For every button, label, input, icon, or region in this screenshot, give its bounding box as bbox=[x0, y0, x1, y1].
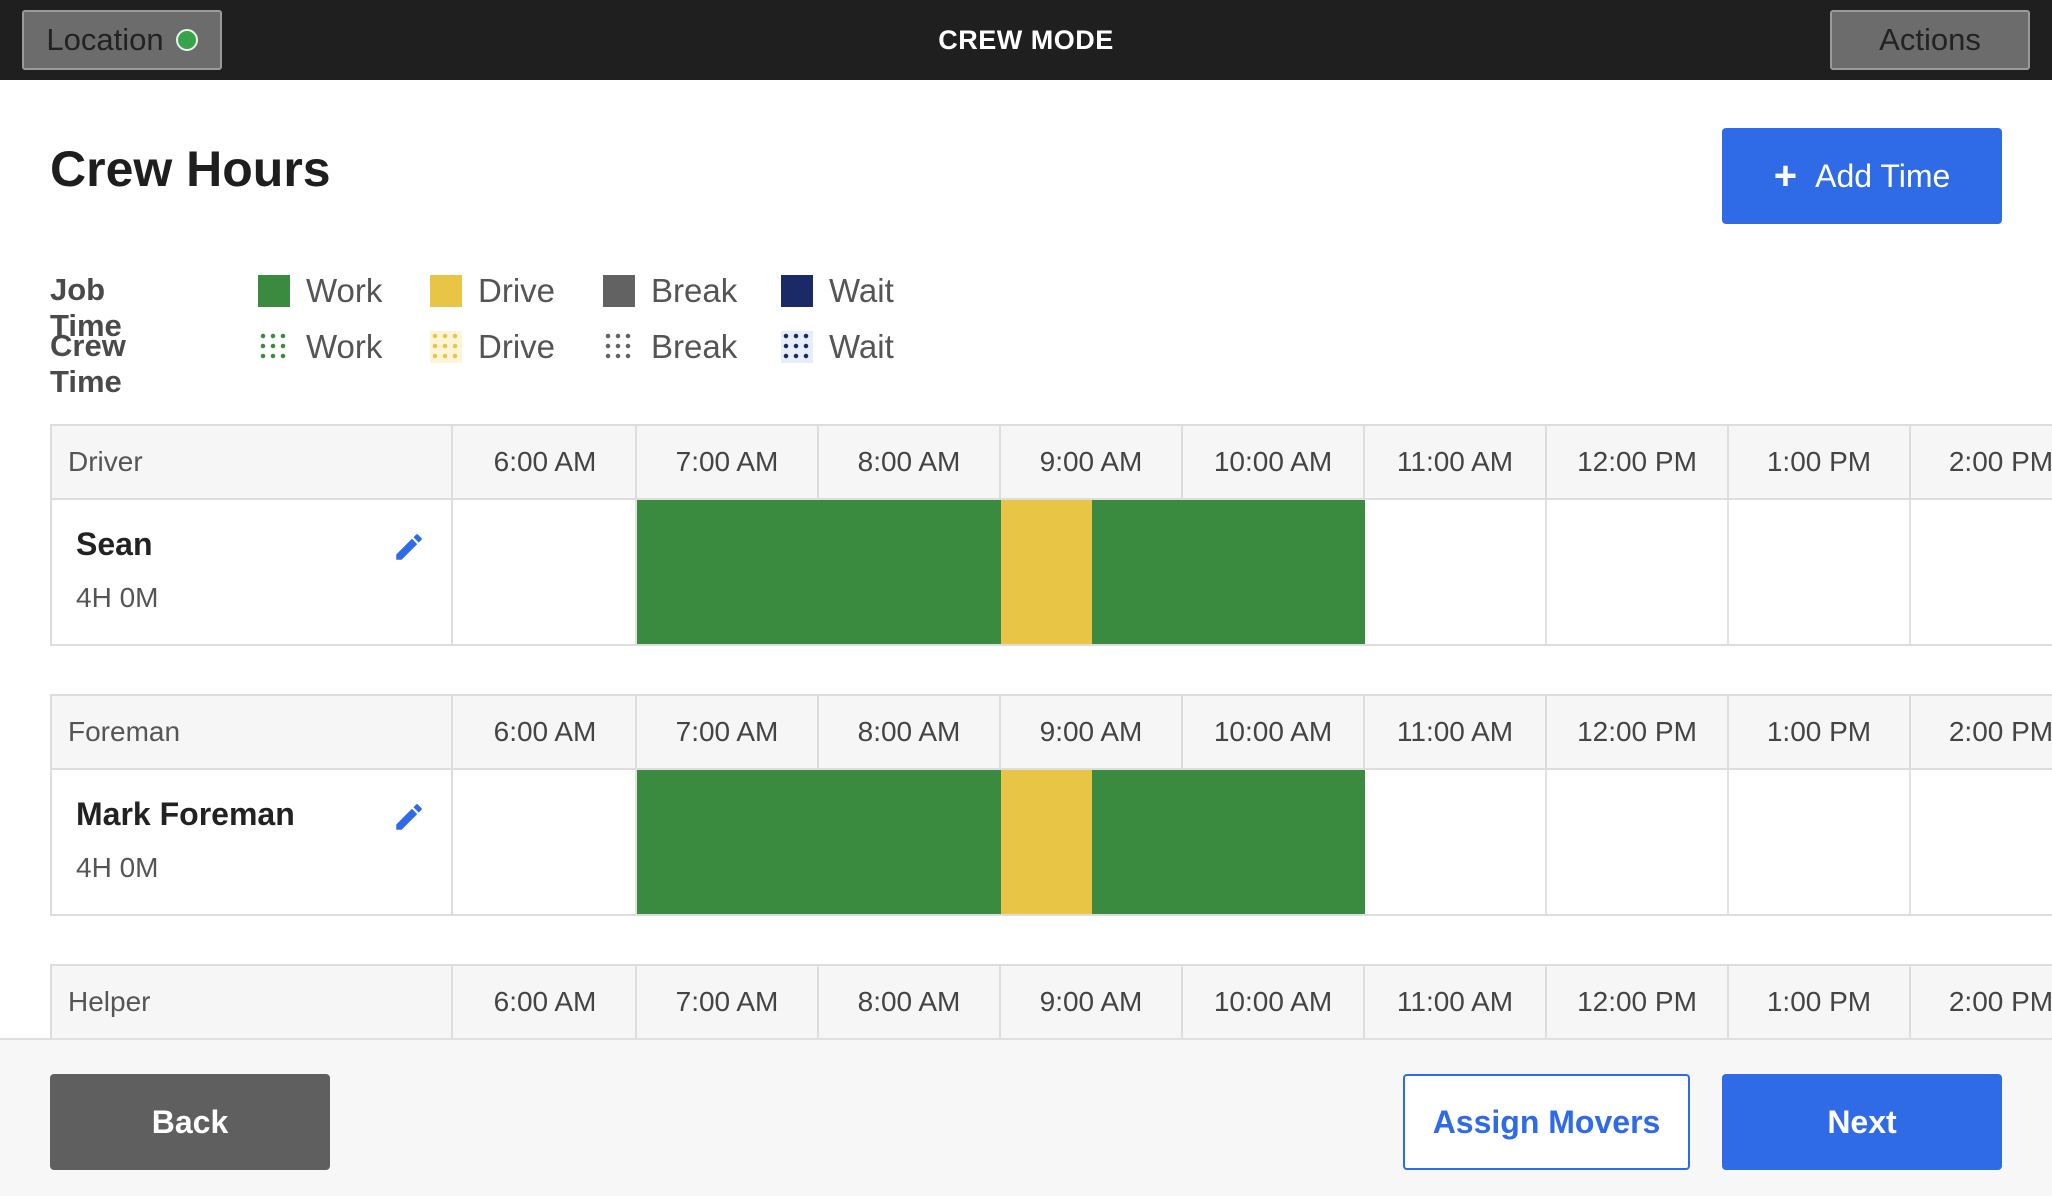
drive-dotted-swatch-icon bbox=[430, 331, 462, 363]
time-column-header: 6:00 AM bbox=[455, 966, 637, 1038]
time-slot-cell bbox=[1911, 500, 2052, 644]
work-dotted-swatch-icon bbox=[258, 331, 290, 363]
time-column-header: 1:00 PM bbox=[1729, 696, 1911, 768]
time-column-header: 12:00 PM bbox=[1547, 966, 1729, 1038]
time-column-header: 2:00 PM bbox=[1911, 696, 2052, 768]
crew-grid-2: Helper 6:00 AM 7:00 AM 8:00 AM 9:00 AM 10:00 … bbox=[50, 964, 2052, 1044]
wait-dotted-swatch-icon bbox=[781, 331, 813, 363]
work-time-segment[interactable] bbox=[637, 770, 1001, 914]
break-swatch-icon bbox=[603, 275, 635, 307]
work-swatch-icon bbox=[258, 275, 290, 307]
time-column-header: 7:00 AM bbox=[637, 696, 819, 768]
time-column-header: 9:00 AM bbox=[1001, 426, 1183, 498]
time-column-header: 6:00 AM bbox=[455, 696, 637, 768]
work-time-segment[interactable] bbox=[1092, 500, 1365, 644]
legend-job-work: Work bbox=[258, 272, 382, 310]
time-column-header: 12:00 PM bbox=[1547, 696, 1729, 768]
crew-grid-1: Foreman 6:00 AM 7:00 AM 8:00 AM 9:00 AM 10:00… bbox=[50, 694, 2052, 916]
add-time-button[interactable]: + Add Time bbox=[1722, 128, 2002, 224]
legend-crew-wait: Wait bbox=[781, 328, 894, 366]
time-column-header: 7:00 AM bbox=[637, 426, 819, 498]
role-label: Driver bbox=[52, 426, 453, 498]
drive-time-segment[interactable] bbox=[1001, 770, 1092, 914]
footer: Back Assign Movers Next bbox=[0, 1038, 2052, 1196]
actions-button[interactable]: Actions bbox=[1830, 10, 2030, 70]
drive-time-segment[interactable] bbox=[1001, 500, 1092, 644]
legend-job-drive: Drive bbox=[430, 272, 555, 310]
top-bar: Location CREW MODE Actions bbox=[0, 0, 2052, 80]
time-column-header: 2:00 PM bbox=[1911, 426, 2052, 498]
crew-member-name: Sean bbox=[76, 526, 153, 562]
legend-crew-work: Work bbox=[258, 328, 382, 366]
drive-swatch-icon bbox=[430, 275, 462, 307]
time-slot-cell bbox=[1365, 770, 1547, 914]
assign-movers-button[interactable]: Assign Movers bbox=[1403, 1074, 1690, 1170]
time-column-header: 1:00 PM bbox=[1729, 426, 1911, 498]
time-slot-cell bbox=[455, 500, 637, 644]
time-column-header: 7:00 AM bbox=[637, 966, 819, 1038]
time-column-header: 11:00 AM bbox=[1365, 426, 1547, 498]
plus-icon: + bbox=[1773, 154, 1798, 198]
time-column-header: 8:00 AM bbox=[819, 426, 1001, 498]
time-slot-cell bbox=[1365, 500, 1547, 644]
time-slot-cell bbox=[1911, 770, 2052, 914]
time-column-header: 1:00 PM bbox=[1729, 966, 1911, 1038]
crew-member-hours: 4H 0M bbox=[76, 852, 159, 883]
edit-pencil-icon[interactable] bbox=[392, 530, 426, 564]
legend-job-time-label: Job Time bbox=[50, 272, 122, 343]
legend-job-wait: Wait bbox=[781, 272, 894, 310]
time-column-header: 11:00 AM bbox=[1365, 696, 1547, 768]
add-time-label: Add Time bbox=[1815, 157, 1951, 194]
legend-crew-break: Break bbox=[603, 328, 737, 366]
break-dotted-swatch-icon bbox=[603, 331, 635, 363]
crew-member-cell: Sean 4H 0M bbox=[52, 500, 453, 644]
crew-grid-0: Driver 6:00 AM 7:00 AM 8:00 AM 9:00 AM 10:00 … bbox=[50, 424, 2052, 646]
wait-swatch-icon bbox=[781, 275, 813, 307]
role-label: Helper bbox=[52, 966, 453, 1038]
location-button[interactable]: Location bbox=[22, 10, 222, 70]
time-column-header: 12:00 PM bbox=[1547, 426, 1729, 498]
time-slot-cell bbox=[455, 770, 637, 914]
time-column-header: 10:00 AM bbox=[1183, 426, 1365, 498]
time-column-header: 2:00 PM bbox=[1911, 966, 2052, 1038]
crew-member-cell: Mark Foreman 4H 0M bbox=[52, 770, 453, 914]
page-title: Crew Hours bbox=[50, 141, 331, 197]
time-column-header: 10:00 AM bbox=[1183, 696, 1365, 768]
time-slot-cell bbox=[1729, 770, 1911, 914]
crew-member-hours: 4H 0M bbox=[76, 582, 159, 613]
time-slot-cell bbox=[1729, 500, 1911, 644]
time-column-header: 8:00 AM bbox=[819, 966, 1001, 1038]
time-slot-cell bbox=[1547, 770, 1729, 914]
legend-job-break: Break bbox=[603, 272, 737, 310]
back-button[interactable]: Back bbox=[50, 1074, 330, 1170]
next-button[interactable]: Next bbox=[1722, 1074, 2002, 1170]
crew-row: Mark Foreman 4H 0M bbox=[52, 770, 2052, 914]
time-column-header: 8:00 AM bbox=[819, 696, 1001, 768]
crew-member-name: Mark Foreman bbox=[76, 796, 295, 832]
location-status-icon bbox=[175, 29, 198, 51]
time-column-header: 9:00 AM bbox=[1001, 696, 1183, 768]
app-mode-title: CREW MODE bbox=[938, 25, 1114, 55]
grid-header: Driver 6:00 AM 7:00 AM 8:00 AM 9:00 AM 10:00 … bbox=[52, 426, 2052, 500]
work-time-segment[interactable] bbox=[1092, 770, 1365, 914]
time-column-header: 6:00 AM bbox=[455, 426, 637, 498]
work-time-segment[interactable] bbox=[637, 500, 1001, 644]
time-slot-cell bbox=[1547, 500, 1729, 644]
legend-crew-drive: Drive bbox=[430, 328, 555, 366]
time-column-header: 10:00 AM bbox=[1183, 966, 1365, 1038]
time-column-header: 9:00 AM bbox=[1001, 966, 1183, 1038]
crew-row: Sean 4H 0M bbox=[52, 500, 2052, 644]
grid-header: Helper 6:00 AM 7:00 AM 8:00 AM 9:00 AM 10:00 … bbox=[52, 966, 2052, 1040]
role-label: Foreman bbox=[52, 696, 453, 768]
location-label: Location bbox=[46, 22, 164, 57]
grid-header: Foreman 6:00 AM 7:00 AM 8:00 AM 9:00 AM 10:00… bbox=[52, 696, 2052, 770]
edit-pencil-icon[interactable] bbox=[392, 800, 426, 834]
legend-crew-time-label: Crew Time bbox=[50, 328, 126, 399]
time-column-header: 11:00 AM bbox=[1365, 966, 1547, 1038]
